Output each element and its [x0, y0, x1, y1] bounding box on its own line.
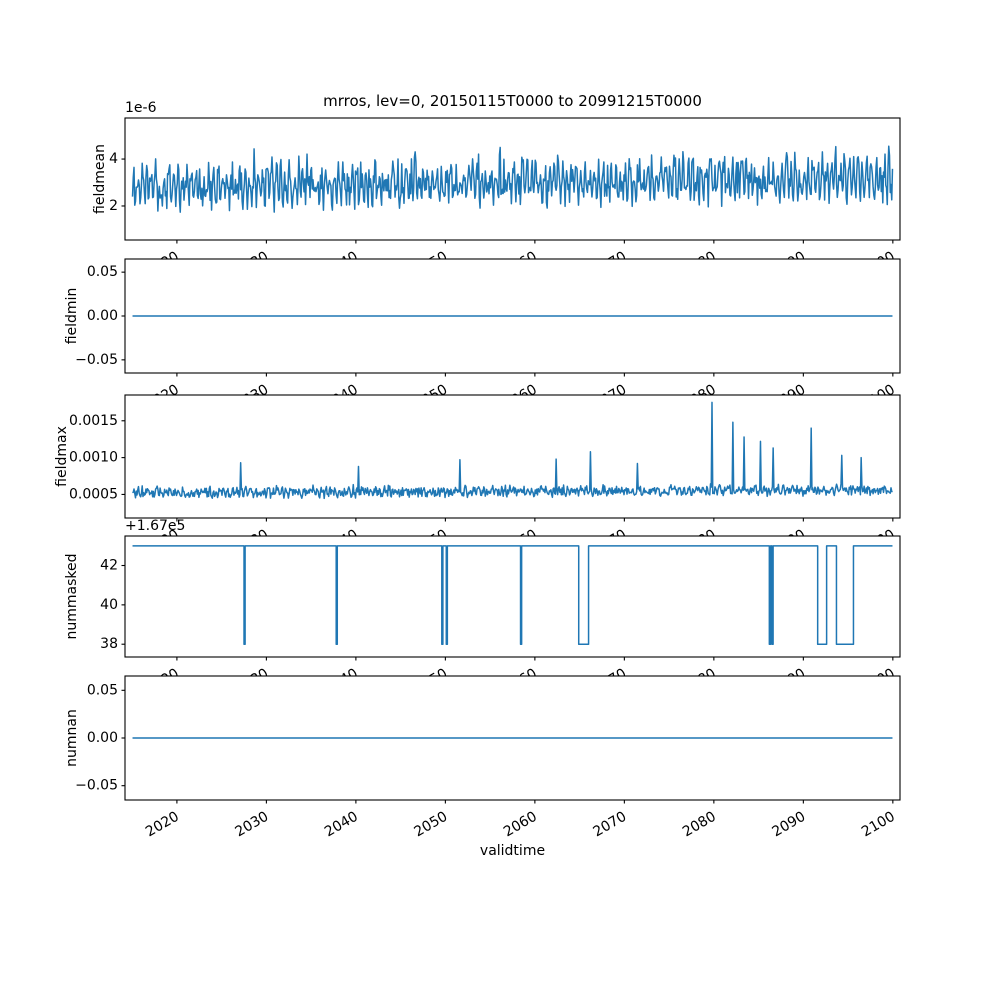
xtick-label-numnan-4: 2060	[501, 809, 540, 841]
series-line-fieldmean	[131, 145, 894, 213]
xtick-label-numnan-3: 2050	[412, 809, 451, 841]
ylabel-fieldmin: fieldmin	[64, 288, 80, 345]
panel-nummasked: 384042nummasked+1.67e5202020302040205020…	[64, 518, 901, 697]
ylabel-fieldmean: fieldmean	[92, 144, 108, 214]
series-line-fieldmax	[132, 401, 893, 500]
ylabel-fieldmax: fieldmax	[54, 426, 70, 487]
plot-area-nummasked	[124, 535, 901, 658]
xtick-label-numnan-1: 2030	[233, 809, 272, 841]
ylabel-nummasked: nummasked	[64, 553, 80, 639]
series-line-nummasked	[132, 545, 893, 645]
xtick-label-numnan-5: 2070	[590, 809, 629, 841]
xtick-label-numnan-6: 2080	[680, 809, 719, 841]
ytick-label-fieldmax-0: 0.0005	[69, 486, 118, 502]
ytick-label-fieldmin-2: 0.05	[87, 264, 118, 280]
ytick-label-nummasked-0: 38	[100, 636, 118, 652]
xtick-label-numnan-0: 2020	[143, 809, 182, 841]
ytick-label-fieldmean-0: 2	[109, 198, 118, 214]
xtick-label-numnan-2: 2040	[322, 809, 361, 841]
ytick-label-fieldmax-1: 0.0010	[69, 450, 118, 466]
xtick-label-numnan-7: 2090	[769, 809, 808, 841]
ytick-label-numnan-0: −0.05	[75, 778, 118, 794]
xlabel: validtime	[480, 843, 545, 859]
xtick-label-numnan-8: 2100	[859, 809, 898, 841]
panel-fieldmin: −0.050.000.05fieldmin2020203020402050206…	[64, 258, 901, 413]
ytick-label-nummasked-1: 40	[100, 597, 118, 613]
plot-area-fieldmax	[124, 394, 901, 519]
offset-text-fieldmean: 1e-6	[125, 100, 157, 116]
ytick-label-numnan-2: 0.05	[87, 682, 118, 698]
figure-title: mrros, lev=0, 20150115T0000 to 20991215T…	[323, 92, 702, 110]
offset-text-nummasked: +1.67e5	[125, 518, 185, 534]
ytick-label-fieldmin-1: 0.00	[87, 308, 118, 324]
ytick-label-nummasked-2: 42	[100, 558, 118, 574]
ytick-label-fieldmax-2: 0.0015	[69, 413, 118, 429]
ylabel-numnan: numnan	[64, 709, 80, 767]
ytick-label-numnan-1: 0.00	[87, 730, 118, 746]
ytick-label-fieldmin-0: −0.05	[75, 352, 118, 368]
ytick-label-fieldmean-1: 4	[109, 151, 118, 167]
panel-numnan: −0.05 0.00 0.05 numnan 2020 2030 2040 2050 2060 2…	[64, 675, 901, 841]
panel-fieldmean: 24fieldmean1e-62020203020402050206020702…	[92, 100, 901, 280]
